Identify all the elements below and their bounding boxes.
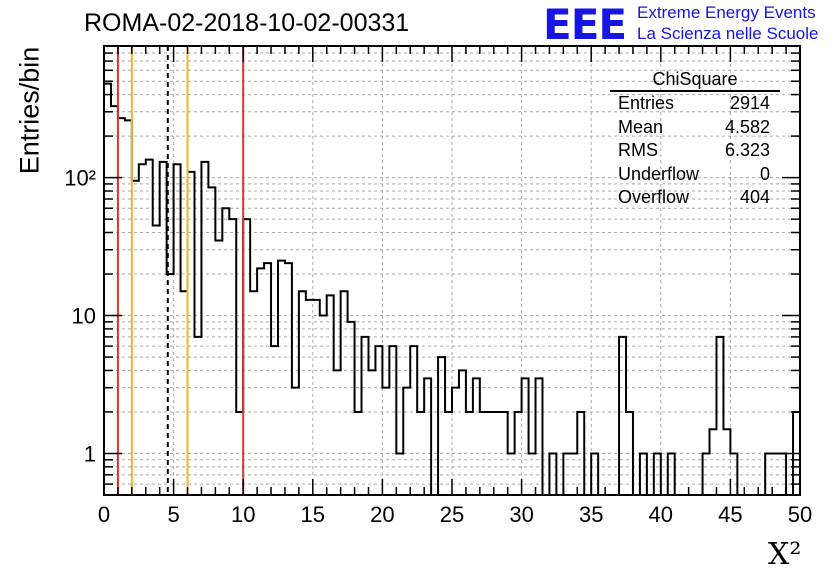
- x-tick-label: 45: [718, 502, 742, 527]
- marker-lines: [116, 46, 245, 495]
- x-tick-label: 40: [649, 502, 673, 527]
- x-tick-label: 0: [98, 502, 110, 527]
- histogram-bin: [111, 106, 118, 495]
- logo-subtitle-1: Extreme Energy Events: [637, 3, 816, 22]
- stats-row-underflow: Underflow 0: [610, 163, 780, 187]
- histogram-bin: [522, 378, 529, 495]
- histogram-bin: [473, 378, 480, 495]
- stats-box: ChiSquare Entries 2914 Mean 4.582 RMS 6.323…: [610, 68, 780, 210]
- x-tick-label: 15: [301, 502, 325, 527]
- tick-labels: 0 5 10 15 20 25 30 35 40 45 50 1 10 10²: [64, 166, 812, 527]
- histogram-bin: [375, 346, 382, 495]
- stats-value: 404: [739, 187, 770, 207]
- y-tick-label: 10: [72, 304, 96, 329]
- histogram-bin: [292, 388, 299, 495]
- stats-label: Underflow: [618, 163, 700, 184]
- stats-title: ChiSquare: [610, 68, 780, 92]
- histogram-bin: [438, 357, 445, 495]
- histogram-bin: [389, 346, 396, 495]
- stats-label: Mean: [618, 116, 664, 137]
- histogram-bin: [723, 429, 730, 495]
- y-tick-label: 10²: [64, 166, 96, 191]
- chart-title: ROMA-02-2018-10-02-00331: [84, 9, 410, 37]
- stats-value: 4.582: [724, 116, 770, 137]
- histogram-bin: [132, 181, 139, 495]
- stats-row-rms: RMS 6.323: [610, 139, 780, 163]
- logo-subtitle-2: La Scienza nelle Scuole: [637, 24, 819, 43]
- eee-logo: EEE: [543, 0, 627, 49]
- y-axis-label: Entries/bin: [14, 46, 45, 175]
- histogram-bin: [452, 388, 459, 495]
- histogram-bin: [403, 388, 410, 495]
- histogram-bin: [334, 370, 341, 495]
- x-tick-label: 50: [788, 502, 812, 527]
- stats-value: 6.323: [724, 140, 770, 160]
- histogram-bin: [271, 346, 278, 495]
- histogram-bin: [716, 337, 723, 495]
- stats-label: Overflow: [618, 187, 690, 207]
- histogram-bin: [410, 346, 417, 495]
- histogram-bin: [194, 337, 201, 495]
- histogram-bin: [208, 187, 215, 495]
- histogram-bin: [348, 322, 355, 495]
- histogram-bin: [424, 378, 431, 495]
- histogram-bin: [125, 120, 132, 495]
- x-tick-label: 30: [509, 502, 533, 527]
- x-tick-label: 20: [370, 502, 394, 527]
- stats-label: RMS: [618, 140, 658, 160]
- histogram-bin: [382, 388, 389, 495]
- histogram-bin: [188, 172, 195, 495]
- axes: [103, 45, 801, 496]
- histogram-bin: [118, 118, 125, 495]
- x-tick-label: 35: [579, 502, 603, 527]
- x-tick-label: 10: [231, 502, 255, 527]
- histogram-bin: [320, 316, 327, 495]
- stats-value: 0: [759, 163, 770, 184]
- histogram-bin: [327, 295, 334, 495]
- y-tick-label: 1: [84, 441, 96, 466]
- histogram-bin: [362, 337, 369, 495]
- histogram-bin: [459, 370, 466, 495]
- histogram-bin: [215, 241, 222, 495]
- histogram-bin: [368, 370, 375, 495]
- stats-value: 2914: [729, 93, 770, 113]
- histogram-bin: [104, 84, 111, 495]
- histogram-bin: [222, 208, 229, 495]
- stats-label: Entries: [618, 93, 675, 113]
- histogram-bin: [146, 160, 153, 495]
- stats-row-mean: Mean 4.582: [610, 116, 780, 140]
- histogram-bin: [536, 378, 543, 495]
- x-axis-label: X²: [768, 537, 802, 572]
- histogram-bin: [619, 337, 626, 495]
- stats-row-entries: Entries 2914: [610, 92, 780, 116]
- x-tick-label: 25: [440, 502, 464, 527]
- histogram-bin: [710, 429, 717, 495]
- stats-row-overflow: Overflow 404: [610, 186, 780, 210]
- x-tick-label: 5: [167, 502, 179, 527]
- histogram-bin: [257, 268, 264, 495]
- histogram-bin: [153, 225, 160, 495]
- histogram-bin: [139, 164, 146, 495]
- histogram-bin: [174, 164, 181, 495]
